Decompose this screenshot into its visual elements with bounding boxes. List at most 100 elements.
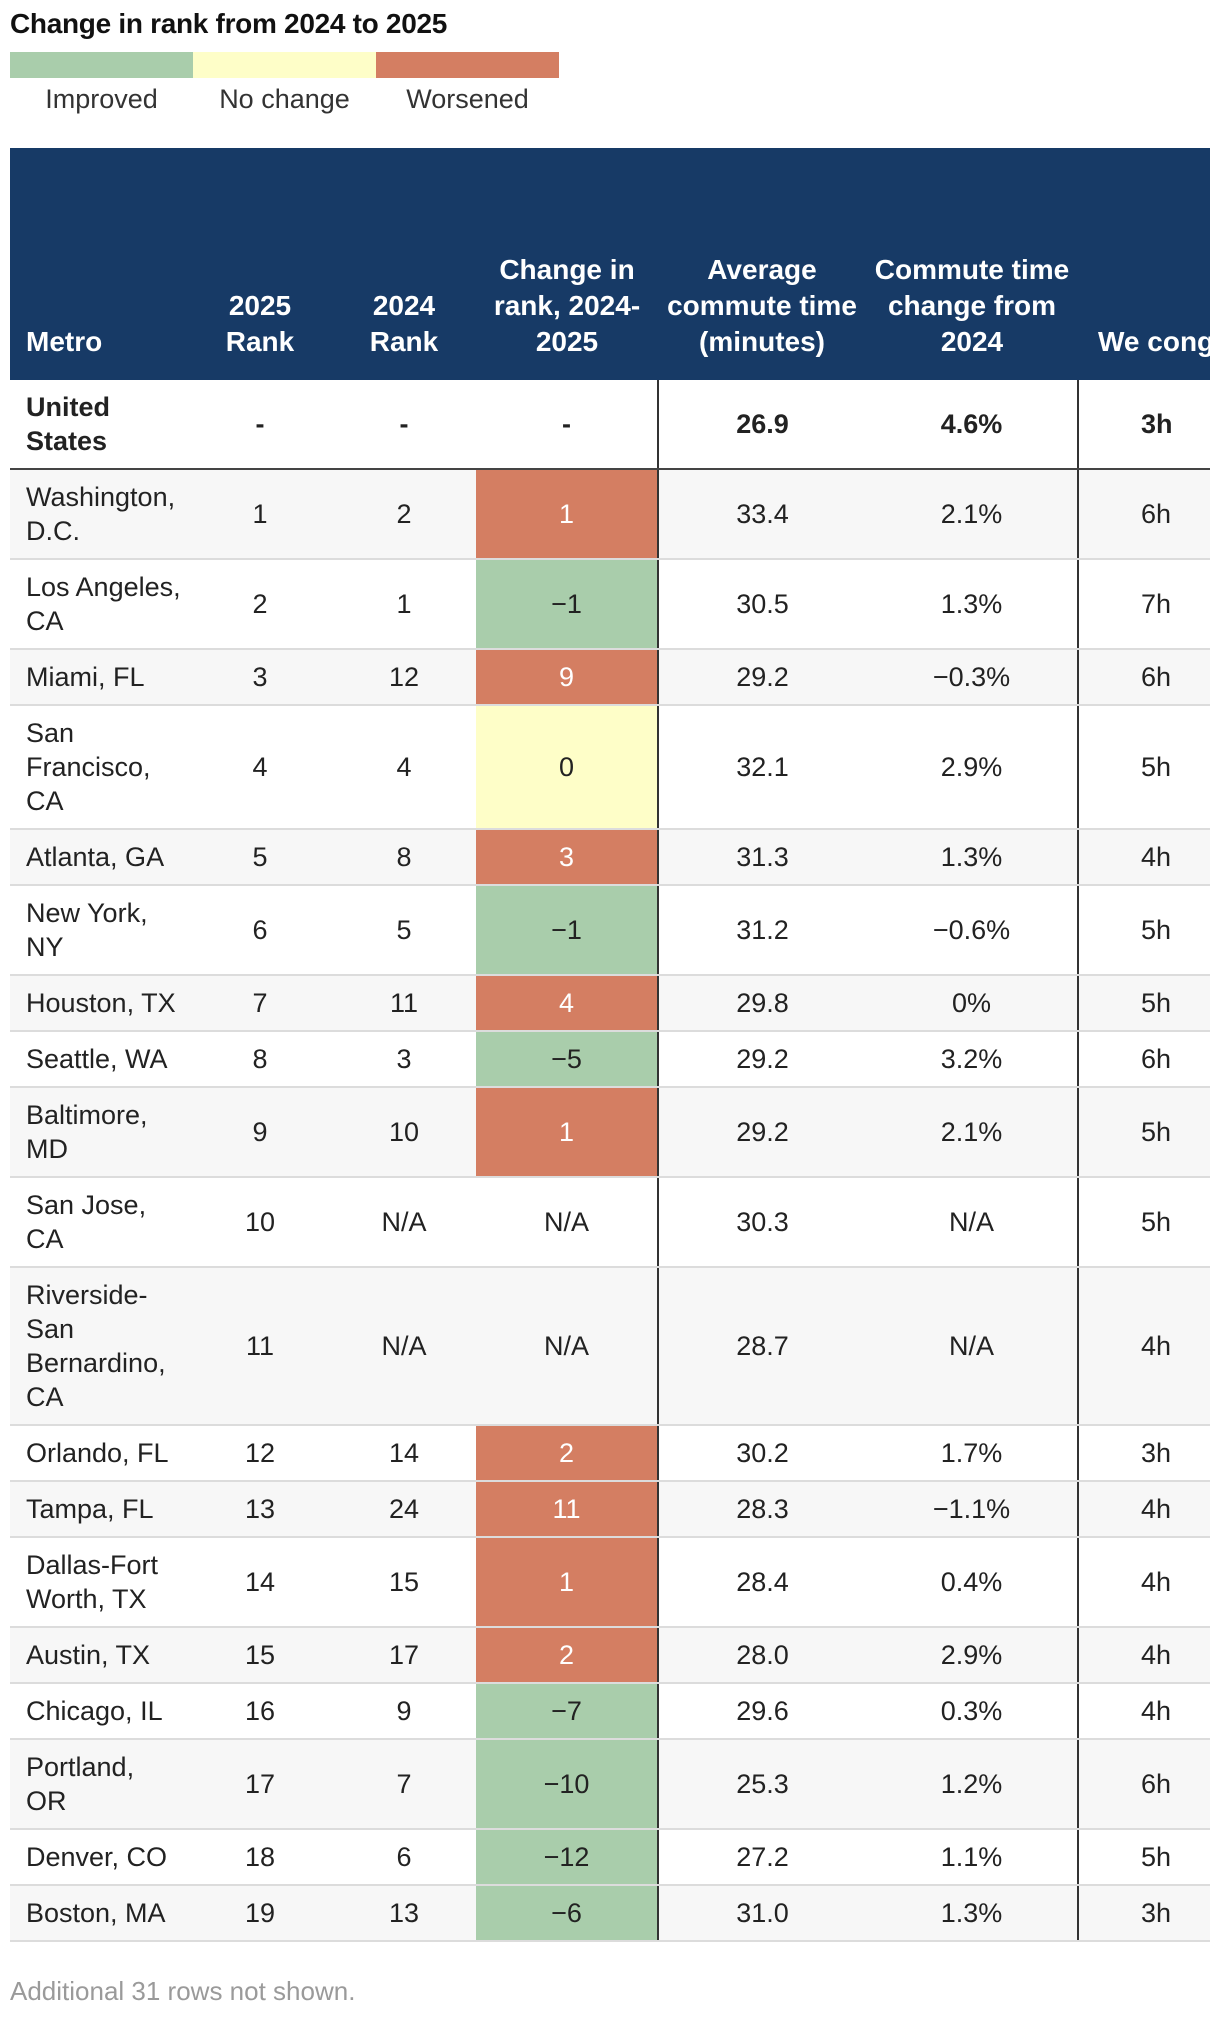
cell-commute-change: −1.1% bbox=[866, 1481, 1079, 1538]
column-header-change-in-rank: Change in rank, 2024-2025 bbox=[476, 148, 658, 380]
table-row: Washington, D.C. 1 2 1 33.4 2.1% 6h bbox=[10, 469, 1210, 560]
cell-rank-change: N/A bbox=[476, 1177, 658, 1268]
cell-weekly-congestion: 5h bbox=[1078, 1177, 1210, 1268]
cell-rank-2024: 1 bbox=[332, 559, 476, 650]
footnote: Additional 31 rows not shown. bbox=[10, 1976, 356, 2006]
cell-commute-change: 1.3% bbox=[866, 559, 1079, 650]
cell-rank-change: 3 bbox=[476, 829, 658, 886]
cell-rank-2025: 17 bbox=[188, 1739, 332, 1830]
cell-rank-2025: 12 bbox=[188, 1425, 332, 1482]
cell-rank-2025: 6 bbox=[188, 885, 332, 976]
cell-weekly-congestion: 6h bbox=[1078, 469, 1210, 560]
cell-avg-commute: 30.3 bbox=[657, 1177, 866, 1268]
cell-rank-2024: N/A bbox=[332, 1267, 476, 1426]
cell-avg-commute: 31.2 bbox=[657, 885, 866, 976]
cell-commute-change: N/A bbox=[866, 1267, 1079, 1426]
cell-rank-2024: 17 bbox=[332, 1627, 476, 1684]
cell-commute-change: 2.9% bbox=[866, 1627, 1079, 1684]
table-row: Denver, CO 18 6 −12 27.2 1.1% 5h bbox=[10, 1829, 1210, 1886]
cell-rank-2025: 9 bbox=[188, 1087, 332, 1178]
cell-rank-change: −7 bbox=[476, 1683, 658, 1740]
cell-metro: Miami, FL bbox=[10, 649, 188, 706]
cell-avg-commute: 28.3 bbox=[657, 1481, 866, 1538]
cell-rank-change: −1 bbox=[476, 559, 658, 650]
cell-commute-change: N/A bbox=[866, 1177, 1079, 1268]
table-row: Portland, OR 17 7 −10 25.3 1.2% 6h bbox=[10, 1739, 1210, 1830]
table-row: Houston, TX 7 11 4 29.8 0% 5h bbox=[10, 975, 1210, 1032]
cell-metro: Houston, TX bbox=[10, 975, 188, 1032]
column-header-metro: Metro bbox=[10, 148, 188, 380]
cell-rank-2025: 13 bbox=[188, 1481, 332, 1538]
table-body: United States - - -26.9 4.6% 3h Washington, D.… bbox=[10, 380, 1210, 1942]
cell-rank-change: N/A bbox=[476, 1267, 658, 1426]
cell-rank-2025: 15 bbox=[188, 1627, 332, 1684]
cell-rank-2024: 3 bbox=[332, 1031, 476, 1088]
cell-rank-change: - bbox=[476, 380, 658, 470]
cell-avg-commute: 28.4 bbox=[657, 1537, 866, 1628]
column-header-2024-rank: 2024 Rank bbox=[332, 148, 476, 380]
cell-weekly-congestion: 4h bbox=[1078, 1481, 1210, 1538]
legend-item-improved: Improved bbox=[10, 52, 193, 115]
cell-rank-2024: 24 bbox=[332, 1481, 476, 1538]
cell-metro: Denver, CO bbox=[10, 1829, 188, 1886]
cell-metro: Riverside-San Bernardino, CA bbox=[10, 1267, 188, 1426]
table-scroll-container[interactable]: Metro 2025 Rank 2024 Rank Change in rank… bbox=[10, 148, 1210, 1942]
cell-metro: Baltimore, MD bbox=[10, 1087, 188, 1178]
cell-weekly-congestion: 5h bbox=[1078, 885, 1210, 976]
table-row: Miami, FL 3 12 9 29.2 −0.3% 6h bbox=[10, 649, 1210, 706]
legend-swatch-worsened bbox=[376, 52, 559, 78]
cell-rank-2025: 11 bbox=[188, 1267, 332, 1426]
cell-rank-2025: 4 bbox=[188, 705, 332, 830]
table-row: Riverside-San Bernardino, CA 11 N/A N/A 28.7… bbox=[10, 1267, 1210, 1426]
cell-rank-2024: 10 bbox=[332, 1087, 476, 1178]
column-header-commute-time-change: Commute time change from 2024 bbox=[866, 148, 1078, 380]
cell-commute-change: −0.6% bbox=[866, 885, 1079, 976]
cell-rank-2025: 2 bbox=[188, 559, 332, 650]
legend-label-improved: Improved bbox=[45, 84, 158, 114]
table-row: Austin, TX 15 17 2 28.0 2.9% 4h bbox=[10, 1627, 1210, 1684]
cell-avg-commute: 29.2 bbox=[657, 1031, 866, 1088]
cell-rank-change: 11 bbox=[476, 1481, 658, 1538]
cell-weekly-congestion: 6h bbox=[1078, 649, 1210, 706]
cell-weekly-congestion: 7h bbox=[1078, 559, 1210, 650]
cell-metro: Los Angeles, CA bbox=[10, 559, 188, 650]
cell-weekly-congestion: 5h bbox=[1078, 975, 1210, 1032]
table-row: Orlando, FL 12 14 2 30.2 1.7% 3h bbox=[10, 1425, 1210, 1482]
table-row: Chicago, IL 16 9 −7 29.6 0.3% 4h bbox=[10, 1683, 1210, 1740]
cell-rank-change: 4 bbox=[476, 975, 658, 1032]
table-row: Los Angeles, CA 2 1 −1 30.5 1.3% 7h bbox=[10, 559, 1210, 650]
cell-commute-change: 0.4% bbox=[866, 1537, 1079, 1628]
cell-metro: San Jose, CA bbox=[10, 1177, 188, 1268]
cell-weekly-congestion: 6h bbox=[1078, 1031, 1210, 1088]
cell-metro: Tampa, FL bbox=[10, 1481, 188, 1538]
table-row: Baltimore, MD 9 10 1 29.2 2.1% 5h bbox=[10, 1087, 1210, 1178]
cell-weekly-congestion: 5h bbox=[1078, 1829, 1210, 1886]
cell-commute-change: 1.1% bbox=[866, 1829, 1079, 1886]
cell-rank-2025: 19 bbox=[188, 1885, 332, 1942]
cell-commute-change: 2.9% bbox=[866, 705, 1079, 830]
cell-rank-change: −5 bbox=[476, 1031, 658, 1088]
table-row-us-total: United States - - -26.9 4.6% 3h bbox=[10, 380, 1210, 470]
legend-item-no-change: No change bbox=[193, 52, 376, 115]
cell-rank-change: −12 bbox=[476, 1829, 658, 1886]
cell-weekly-congestion: 3h bbox=[1078, 1885, 1210, 1942]
cell-metro: Seattle, WA bbox=[10, 1031, 188, 1088]
cell-rank-2024: 5 bbox=[332, 885, 476, 976]
cell-weekly-congestion: 4h bbox=[1078, 1683, 1210, 1740]
cell-commute-change: 1.7% bbox=[866, 1425, 1079, 1482]
cell-metro: Dallas-Fort Worth, TX bbox=[10, 1537, 188, 1628]
cell-rank-2024: 11 bbox=[332, 975, 476, 1032]
cell-rank-2024: 8 bbox=[332, 829, 476, 886]
cell-avg-commute: 29.2 bbox=[657, 649, 866, 706]
cell-avg-commute: 32.1 bbox=[657, 705, 866, 830]
cell-commute-change: 2.1% bbox=[866, 1087, 1079, 1178]
cell-avg-commute: 28.7 bbox=[657, 1267, 866, 1426]
table-row: New York, NY 6 5 −1 31.2 −0.6% 5h bbox=[10, 885, 1210, 976]
cell-metro: United States bbox=[10, 380, 188, 470]
commute-rank-table: Metro 2025 Rank 2024 Rank Change in rank… bbox=[10, 148, 1210, 1942]
cell-rank-change: 1 bbox=[476, 469, 658, 560]
cell-commute-change: 0% bbox=[866, 975, 1079, 1032]
cell-avg-commute: 29.8 bbox=[657, 975, 866, 1032]
cell-rank-2024: 12 bbox=[332, 649, 476, 706]
cell-commute-change: 1.3% bbox=[866, 1885, 1079, 1942]
